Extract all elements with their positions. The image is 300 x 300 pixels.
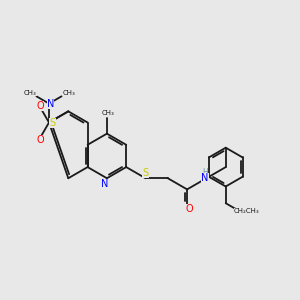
Text: CH₃: CH₃ [63,90,75,96]
Text: CH₂CH₃: CH₂CH₃ [234,208,260,214]
Text: S: S [142,168,148,178]
Text: H: H [202,168,208,177]
Text: N: N [101,178,108,189]
Text: N: N [47,99,54,109]
Text: CH₃: CH₃ [24,90,37,96]
Text: N: N [201,173,208,183]
Text: O: O [36,134,44,145]
Text: CH₃: CH₃ [102,110,115,116]
Text: O: O [36,100,44,110]
Text: S: S [50,118,56,128]
Text: O: O [186,204,193,214]
